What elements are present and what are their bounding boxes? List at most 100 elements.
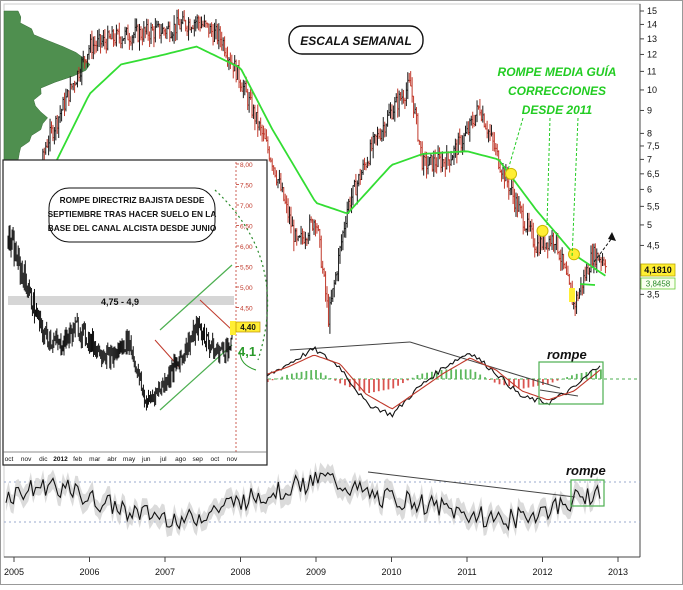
macd-histogram-bar <box>537 379 540 386</box>
macd-histogram-bar <box>431 371 433 379</box>
inset-time-axis-label: mar <box>89 456 101 463</box>
macd-histogram-bar <box>493 379 496 383</box>
price-axis-tick-label: 14 <box>647 19 657 29</box>
inset-time-axis-label: may <box>123 456 136 463</box>
ma-label: 3,8458 <box>646 280 671 289</box>
projection-arrow <box>593 237 613 263</box>
inset-time-axis-label: dic <box>39 456 48 463</box>
projection-arrowhead <box>608 232 616 241</box>
macd-histogram-bar <box>513 379 515 387</box>
time-axis-tick-label: 2008 <box>230 567 250 577</box>
price-label-box <box>640 263 676 277</box>
macd-histogram-bar <box>498 379 501 385</box>
macd-histogram-bar <box>339 379 342 384</box>
inset-price-badge-text: 4,40 <box>240 323 256 332</box>
price-axis-tick-label: 4,5 <box>647 240 660 250</box>
macd-histogram-bar <box>421 373 424 379</box>
macd-histogram-bar <box>266 379 269 383</box>
macd-histogram-bar <box>469 369 472 379</box>
inset-axis-tick-label: 4,50 <box>240 306 253 313</box>
macd-histogram-bar <box>402 379 404 384</box>
macd-histogram-bar <box>315 370 317 379</box>
macd-histogram-bar <box>290 373 293 379</box>
time-axis-tick-label: 2006 <box>79 567 99 577</box>
macd-signal-line <box>261 354 601 410</box>
inset-time-axis-label: jul <box>159 456 167 463</box>
price-axis-tick-label: 5,5 <box>647 201 660 211</box>
macd-histogram-bar <box>590 371 593 379</box>
time-axis-tick-label: 2013 <box>608 567 628 577</box>
macd-histogram-bar <box>575 373 578 379</box>
annotation-pointer-2 <box>546 117 551 226</box>
oscillator-panel-rsi: rompe <box>4 462 640 539</box>
macd-histogram-bar <box>344 379 346 386</box>
macd-histogram-bar <box>334 379 337 381</box>
macd-histogram-bar <box>363 379 366 393</box>
inset-time-axis-label: nov <box>21 456 32 463</box>
macd-rompe-label: rompe <box>547 347 587 362</box>
macd-histogram-bar <box>373 379 375 393</box>
highlight-bar <box>569 288 575 302</box>
inset-highlight-bar <box>230 321 236 335</box>
inset-axis-tick-label: 6,00 <box>240 244 253 251</box>
macd-histogram-bar <box>281 376 284 379</box>
price-axis-tick-label: 10 <box>647 85 657 95</box>
oscillator-panel-macd: rompe <box>4 341 640 418</box>
macd-histogram-bar <box>406 379 409 381</box>
time-axis-tick-label: 2009 <box>306 567 326 577</box>
macd-histogram-bar <box>286 374 288 379</box>
macd-histogram <box>262 369 602 393</box>
inset-axis-tick-label: 6,50 <box>240 224 253 231</box>
inset-price-series <box>7 225 233 411</box>
inset-time-axis-label: oct <box>5 456 14 463</box>
macd-histogram-bar <box>508 379 511 387</box>
breakout-marker <box>505 167 518 180</box>
price-axis-tick-label: 5 <box>647 220 652 230</box>
rsi-rompe-label: rompe <box>566 463 606 478</box>
ma-tail <box>579 283 596 286</box>
macd-histogram-bar <box>561 378 564 380</box>
macd-histogram-bar <box>522 379 525 389</box>
macd-histogram-bar <box>300 371 303 379</box>
macd-histogram-bar <box>517 379 520 388</box>
inset-axis-tick-label: 5,00 <box>240 285 253 292</box>
target-label: 4,1 <box>238 344 256 359</box>
macd-histogram-bar <box>397 379 399 386</box>
macd-histogram-bar <box>324 375 327 379</box>
inset-axis-tick-label: 5,50 <box>240 265 253 272</box>
price-axis-tick-label: 3,5 <box>647 289 660 299</box>
macd-histogram-bar <box>310 370 313 379</box>
price-axis-tick-label: 6 <box>647 184 652 194</box>
annotation-line-3: DESDE 2011 <box>522 103 593 117</box>
title-badge <box>288 25 424 55</box>
price-axis-tick-label: 11 <box>647 66 656 76</box>
resistance-zone <box>8 296 234 305</box>
macd-histogram-bar <box>305 370 308 379</box>
macd-histogram-bar <box>455 369 457 379</box>
inset-time-axis-label: ago <box>175 456 186 463</box>
ma-label-box <box>640 277 676 290</box>
annotation-pointer-3 <box>571 117 579 259</box>
macd-histogram-bar <box>556 379 559 381</box>
price-axis-tick-label: 7,5 <box>647 141 660 151</box>
price-label: 4,1810 <box>644 265 672 275</box>
macd-histogram-bar <box>474 371 477 379</box>
macd-histogram-bar <box>411 377 414 379</box>
macd-histogram-bar <box>532 379 535 387</box>
macd-histogram-bar <box>358 379 361 391</box>
price-axis-tick-label: 13 <box>647 34 657 44</box>
macd-histogram-bar <box>377 379 380 392</box>
inset-annotation-bubble <box>48 187 216 243</box>
price-axis-tick-label: 9 <box>647 105 652 115</box>
inset-time-axis-label: abr <box>107 456 117 463</box>
breakout-marker <box>567 248 580 261</box>
macd-histogram-bar <box>479 374 482 379</box>
inset-annotation-line-1: ROMPE DIRECTRIZ BAJISTA DESDE <box>60 195 205 205</box>
macd-histogram-bar <box>368 379 371 393</box>
inset-price-badge <box>235 321 261 333</box>
chart-title: ESCALA SEMANAL <box>300 34 412 48</box>
macd-line <box>261 346 601 418</box>
inset-connector-curve <box>214 189 269 361</box>
macd-histogram-bar <box>595 370 597 379</box>
